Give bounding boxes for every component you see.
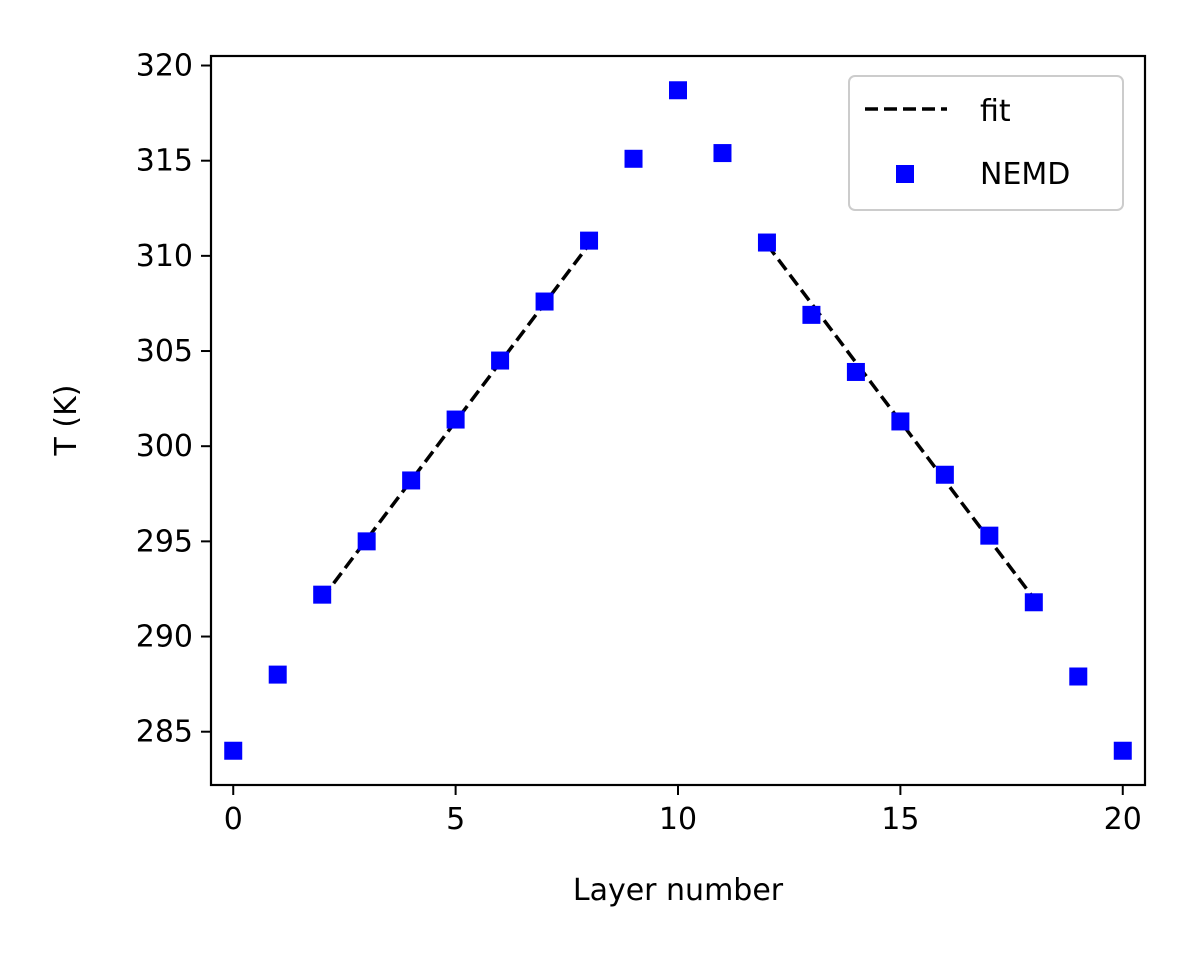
legend-nemd-label: NEMD [980, 157, 1070, 192]
x-tick-label: 10 [659, 802, 697, 837]
legend-frame [848, 75, 1124, 211]
y-axis-label: T (K) [49, 385, 84, 457]
nemd-point [713, 144, 732, 163]
nemd-point [1069, 667, 1088, 686]
y-tick-label: 320 [136, 49, 193, 84]
nemd-point [313, 585, 332, 604]
fit-lines [320, 243, 1036, 600]
legend: fit NEMD [848, 75, 1124, 211]
nemd-point [491, 351, 510, 370]
nemd-point [935, 465, 954, 484]
nemd-point [224, 741, 243, 760]
y-tick-label: 305 [136, 334, 193, 369]
nemd-points [224, 81, 1132, 760]
nemd-point [669, 81, 687, 100]
x-tick-label: 0 [224, 802, 243, 837]
nemd-point [535, 292, 554, 311]
nemd-point [357, 532, 376, 551]
nemd-point [446, 410, 465, 429]
nemd-point [980, 526, 999, 545]
y-tick-label: 310 [136, 239, 193, 274]
nemd-point [802, 305, 821, 324]
x-tick-label: 15 [881, 802, 919, 837]
nemd-point [268, 665, 287, 684]
nemd-point [757, 233, 776, 252]
nemd-point [402, 471, 421, 490]
y-axis: 285 290 295 300 305 310 315 320 [136, 49, 211, 750]
nemd-point [891, 412, 910, 431]
x-axis: 0 5 10 15 20 [224, 785, 1142, 837]
nemd-point [846, 362, 865, 381]
legend-nemd-swatch [896, 165, 914, 183]
y-tick-label: 315 [136, 144, 193, 179]
nemd-point [580, 231, 599, 250]
x-axis-label: Layer number [573, 873, 784, 908]
nemd-point [624, 149, 643, 168]
x-tick-label: 5 [446, 802, 465, 837]
nemd-point [1024, 593, 1043, 612]
y-tick-label: 300 [136, 429, 193, 464]
y-tick-label: 285 [136, 715, 193, 750]
y-tick-label: 295 [136, 524, 193, 559]
legend-fit-label: fit [980, 94, 1011, 129]
x-tick-label: 20 [1104, 802, 1142, 837]
nemd-point [1113, 741, 1132, 760]
y-tick-label: 290 [136, 620, 193, 655]
